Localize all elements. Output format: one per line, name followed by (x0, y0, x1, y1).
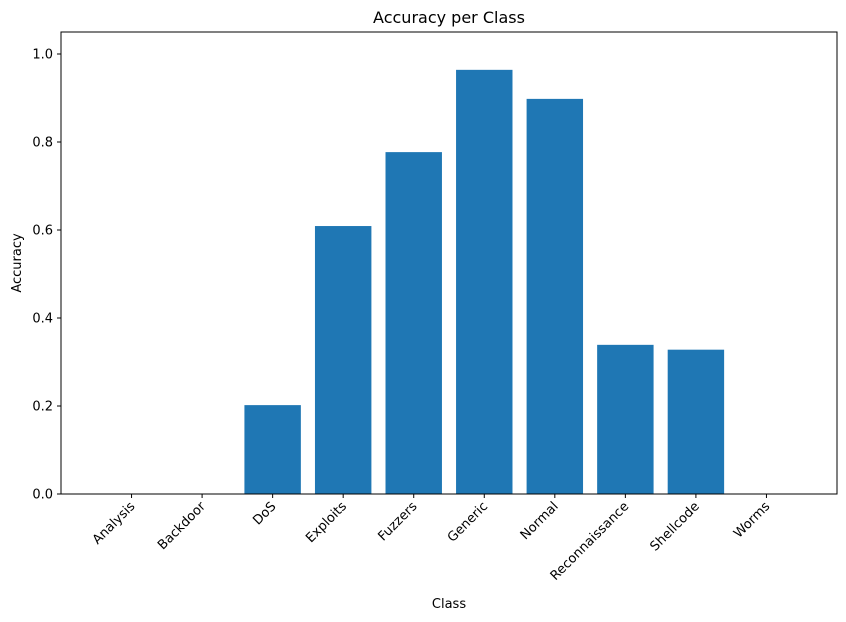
y-tick-label: 1.0 (32, 48, 53, 63)
x-tick-label-dos: DoS (250, 499, 279, 528)
bar-normal (526, 98, 584, 494)
y-tick-label: 0.2 (32, 400, 53, 415)
x-tick-label-generic: Generic (445, 499, 491, 545)
x-tick-label-backdoor: Backdoor (155, 499, 209, 553)
chart-title: Accuracy per Class (373, 8, 525, 27)
bar-reconnaissance (597, 344, 654, 494)
bar-shellcode (667, 349, 725, 494)
y-axis: 0.0 0.2 0.4 0.6 0.8 1.0 (32, 48, 61, 503)
x-tick-label-fuzzers: Fuzzers (375, 499, 420, 544)
bar-fuzzers (385, 152, 442, 494)
bar-generic (456, 69, 513, 494)
x-tick-label-shellcode: Shellcode (648, 499, 703, 554)
bars-group (244, 69, 725, 495)
x-tick-label-reconnaissance: Reconnaissance (548, 499, 633, 584)
y-tick-label: 0.4 (32, 312, 53, 327)
x-axis-label: Class (432, 597, 466, 612)
x-tick-label-normal: Normal (518, 499, 562, 543)
plot-frame (60, 31, 838, 495)
x-tick-label-analysis: Analysis (90, 499, 139, 548)
bar-exploits (314, 226, 372, 495)
bar-dos (244, 405, 301, 494)
y-tick-label: 0.6 (32, 224, 53, 239)
x-tick-label-exploits: Exploits (303, 499, 350, 546)
y-tick-label: 0.8 (32, 136, 53, 151)
x-axis: Analysis Backdoor DoS Exploits Fuzzers Generi… (90, 494, 773, 584)
x-tick-label-worms: Worms (731, 499, 773, 541)
y-tick-label: 0.0 (32, 488, 53, 503)
y-axis-label: Accuracy (10, 233, 25, 293)
